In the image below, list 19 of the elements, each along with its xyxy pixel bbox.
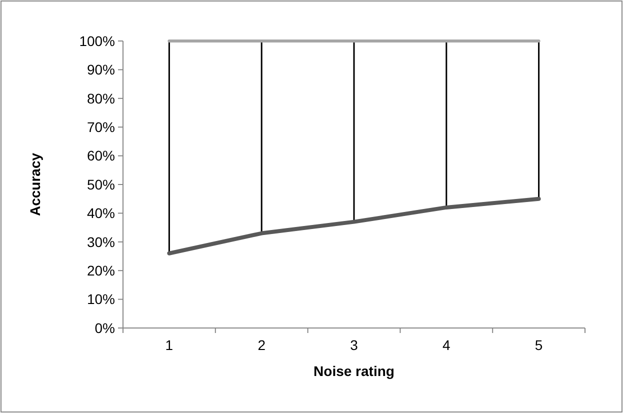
y-tick-label: 50% bbox=[86, 176, 115, 192]
y-tick-label: 40% bbox=[86, 205, 115, 222]
y-axis-title: Accuracy bbox=[27, 152, 43, 216]
y-tick-label: 10% bbox=[86, 291, 115, 308]
x-tick-label: 1 bbox=[165, 337, 174, 353]
y-tick-label: 90% bbox=[86, 62, 115, 78]
line-series bbox=[167, 196, 541, 256]
y-tick-label: 30% bbox=[86, 234, 115, 250]
x-tick-label: 4 bbox=[442, 337, 450, 353]
y-tick-label: 70% bbox=[86, 119, 115, 135]
y-tick-label: 0% bbox=[94, 320, 115, 336]
y-tick-label: 80% bbox=[86, 90, 115, 106]
y-tick-label: 20% bbox=[86, 262, 115, 278]
x-tick-label: 3 bbox=[350, 337, 358, 353]
y-tick-label: 60% bbox=[86, 148, 115, 164]
x-axis-title: Noise rating bbox=[314, 363, 394, 379]
y-tick-label: 100% bbox=[79, 32, 115, 49]
x-tick-label: 2 bbox=[258, 337, 266, 353]
x-tick-label: 5 bbox=[534, 337, 543, 353]
